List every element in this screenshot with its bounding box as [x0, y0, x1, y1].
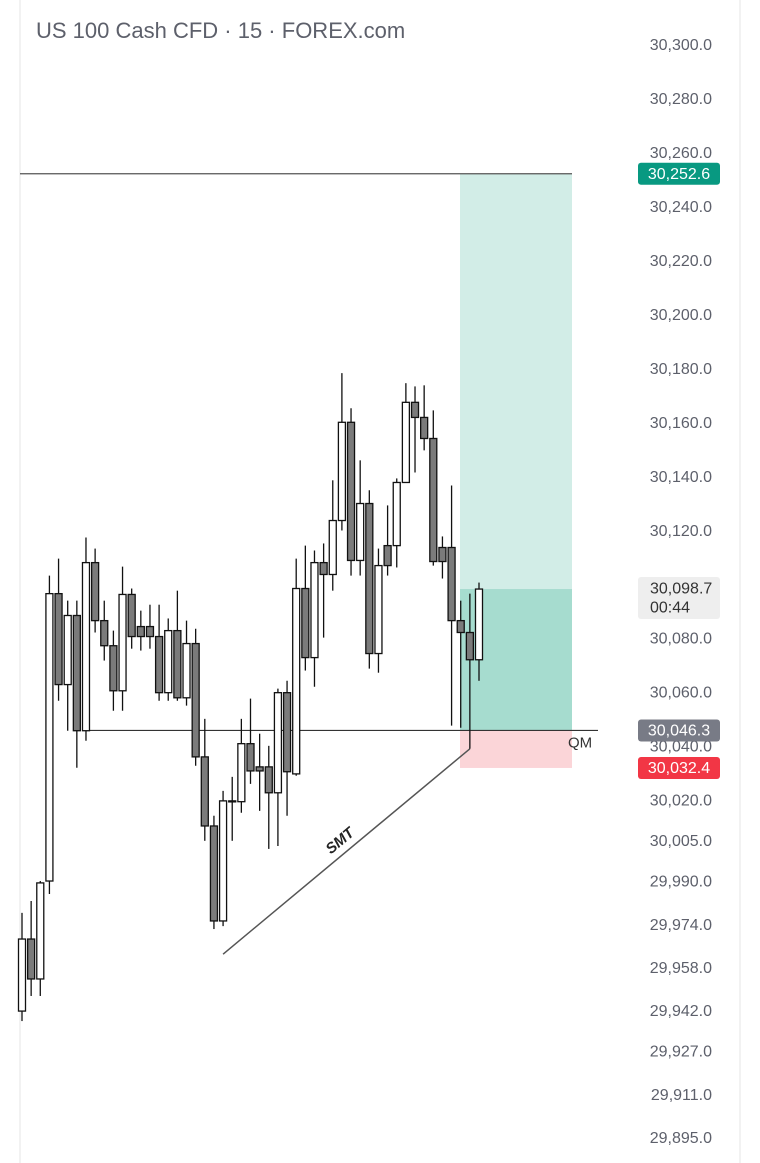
current-price-bg — [638, 577, 720, 620]
y-tick-label: 30,160.0 — [650, 415, 712, 432]
candle-body — [109, 645, 118, 692]
candle-body — [420, 416, 429, 440]
y-tick-label: 30,260.0 — [650, 145, 712, 162]
y-tick-label: 30,020.0 — [650, 793, 712, 810]
y-tick-label: 30,220.0 — [650, 253, 712, 270]
candle-body — [26, 938, 36, 980]
y-tick-label: 30,200.0 — [650, 307, 712, 324]
candle-body — [264, 766, 273, 794]
smt-label: SMT — [323, 823, 360, 857]
candle-body — [45, 592, 54, 882]
candle-body — [136, 625, 145, 638]
qm-label: QM — [568, 734, 592, 751]
candle-body — [255, 766, 264, 772]
candle-body — [100, 619, 109, 647]
candle-body — [273, 692, 283, 794]
y-tick-label: 30,280.0 — [650, 91, 712, 108]
price-labels: 30,252.6 30,046.3 30,032.4 30,098.7 00:44 — [638, 162, 720, 779]
stop-price-label: 30,032.4 — [648, 760, 710, 777]
candle-body — [429, 437, 438, 563]
candle-body — [17, 938, 27, 1012]
y-tick-label: 30,240.0 — [650, 199, 712, 216]
y-tick-label: 29,958.0 — [650, 960, 712, 977]
candle-body — [319, 561, 328, 576]
target-price-label: 30,252.6 — [648, 166, 710, 183]
y-tick-label: 30,005.0 — [650, 833, 712, 850]
candle-body — [392, 481, 401, 547]
candle-body — [36, 882, 45, 980]
y-tick-label: 29,974.0 — [650, 917, 712, 934]
y-tick-label: 29,927.0 — [650, 1044, 712, 1061]
stop-price-label-bg — [638, 756, 720, 779]
candle-body — [282, 692, 292, 773]
smt-line — [222, 748, 471, 955]
y-tick-label: 30,120.0 — [650, 523, 712, 540]
candle-body — [310, 561, 319, 659]
candle-body — [200, 756, 209, 827]
candles — [17, 373, 484, 1022]
candle-body — [447, 546, 456, 622]
y-tick-label: 30,060.0 — [650, 685, 712, 702]
y-tick-label: 30,140.0 — [650, 469, 712, 486]
y-tick-label: 29,911.0 — [651, 1087, 712, 1104]
candle-body — [456, 619, 465, 634]
stop-zone — [460, 730, 572, 768]
entry-price-label: 30,046.3 — [648, 723, 710, 740]
candle-body — [54, 592, 63, 686]
y-tick-label: 29,942.0 — [650, 1003, 712, 1020]
candle-body — [209, 825, 219, 922]
candle-body — [374, 564, 383, 655]
candle-body — [301, 587, 310, 659]
candle-body — [346, 421, 356, 562]
candle-body — [337, 421, 347, 522]
candle-body — [182, 642, 191, 699]
target-price-label-bg — [638, 162, 720, 185]
candle-body — [292, 587, 301, 775]
candle-body — [365, 502, 374, 655]
candle-body — [145, 625, 155, 638]
candle-body — [218, 800, 228, 922]
candle-body — [90, 561, 100, 622]
y-tick-label: 30,180.0 — [650, 361, 712, 378]
candle-body — [328, 519, 337, 576]
candle-body — [474, 588, 484, 661]
chart-title: US 100 Cash CFD · 15 · FOREX.com — [36, 18, 405, 43]
candle-body — [410, 401, 420, 419]
zones — [460, 173, 572, 768]
candle-body — [246, 743, 255, 772]
entry-price-label-bg — [638, 719, 720, 742]
candle-body — [465, 631, 475, 661]
candle-body — [81, 561, 91, 732]
candle-body — [173, 629, 182, 699]
candle-body — [401, 401, 411, 484]
candle-body — [356, 502, 365, 562]
y-tick-label: 30,300.0 — [650, 37, 712, 54]
candle-body — [237, 743, 246, 803]
y-tick-label: 30,040.0 — [650, 739, 712, 756]
candle-body — [228, 800, 237, 803]
candle-body — [154, 635, 164, 694]
candle-body — [383, 544, 392, 567]
candle-body — [191, 642, 200, 758]
countdown-label: 00:44 — [650, 599, 690, 616]
candle-body — [72, 614, 81, 732]
candle-body — [127, 593, 136, 638]
candle-body — [118, 593, 127, 692]
y-tick-label: 30,080.0 — [650, 631, 712, 648]
y-tick-label: 29,895.0 — [650, 1130, 712, 1147]
current-price-label: 30,098.7 — [650, 580, 712, 597]
candle-body — [438, 546, 447, 563]
candle-body — [164, 629, 173, 694]
candle-body — [63, 614, 72, 686]
y-tick-label: 29,990.0 — [650, 874, 712, 891]
